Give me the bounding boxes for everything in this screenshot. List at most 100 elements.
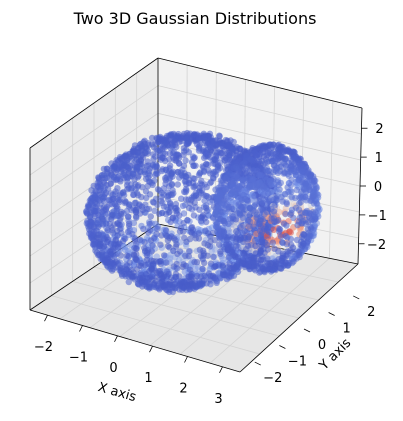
scatter-point [189,153,197,160]
scatter-point [142,188,150,195]
scatter-point [133,251,140,258]
scatter-point [225,274,233,281]
scatter-point [263,241,271,249]
scatter-point [185,179,193,187]
scatter-point [255,157,263,164]
scatter-point [163,268,171,275]
scatter-point [158,197,165,205]
scatter-point [197,180,204,187]
scatter-point [229,146,236,153]
scatter-point [153,253,160,260]
scatter-point [174,181,181,188]
scatter-point [176,248,184,255]
scatter-point [290,258,297,265]
scatter-point [164,243,172,250]
scatter-point [144,158,151,165]
scatter-point [90,240,98,247]
scatter-point [87,219,95,226]
scatter-point [116,198,123,206]
scatter-point [272,167,280,175]
scatter-point [128,155,136,162]
scatter-point [210,253,217,261]
scatter-point [95,231,103,238]
scatter-point [132,186,139,193]
scatter-point [178,195,185,202]
scatter-point [167,144,174,152]
scatter-point [240,222,247,229]
scatter-point [149,242,156,249]
scatter-point [157,241,164,248]
scatter-point [221,196,228,204]
scatter-point [98,215,106,222]
scatter-point [196,246,204,254]
scatter-point [298,194,305,201]
scatter-point [188,196,195,204]
scatter-point [234,254,242,261]
scatter-point [163,273,171,280]
scatter-point [98,252,106,259]
scatter-point [158,141,165,148]
scatter-point [223,201,231,208]
scatter-point [268,158,275,165]
scatter-point [127,186,135,193]
scatter-point [200,168,208,176]
scatter-point [153,231,160,238]
scatter-point [228,205,236,212]
x-tick-mark [44,314,48,322]
scatter-point [263,208,271,216]
x-tick-label: 3 [214,392,222,407]
scatter-point [159,209,166,217]
scatter-point [268,150,275,157]
scatter-point [162,180,169,187]
scatter-point [146,220,153,228]
scatter-point [182,157,189,164]
back-grid-line [157,85,362,135]
scatter-point [293,186,301,194]
scatter-point [200,211,207,218]
x-tick-mark [114,335,118,343]
scatter-point [167,132,175,139]
y-tick-mark [303,328,311,333]
scatter-point [166,162,174,169]
scatter-point [101,256,109,263]
scatter-point [205,194,212,201]
scatter-point [107,251,115,258]
scatter-point [251,203,258,210]
scatter-point [261,182,268,189]
scatter-point [236,183,243,190]
scatter-point [172,205,179,212]
scatter-point [182,252,189,259]
scatter-point [173,260,180,268]
scatter-point [100,194,108,201]
scatter-point [249,176,257,183]
scatter-point [151,207,158,214]
pane-edge [157,57,363,109]
scatter-point [108,256,116,264]
y-tick-mark [328,312,335,316]
scatter-point [158,232,165,239]
scatter-point [252,242,259,250]
scatter-point [167,218,174,226]
scatter-point [250,223,257,230]
scatter-point [123,266,131,274]
scatter-point [202,149,210,157]
scatter-point [273,150,280,157]
y-tick-label: −1 [288,355,307,370]
scatter-point [136,202,143,209]
scatter-point [238,204,246,211]
scatter-point [148,273,155,280]
scatter-point [277,179,284,187]
scatter-point [199,163,206,170]
scatter-point [169,149,177,157]
scatter-point [177,224,185,232]
scatter-point [141,238,148,246]
scatter-point [191,258,198,266]
scatter-point [249,183,256,190]
scatter-point [217,159,224,166]
scatter-point [233,173,240,181]
scatter-point [118,270,126,278]
scatter-point [125,166,132,173]
scatter-point [149,161,156,168]
scatter-point [185,248,193,255]
